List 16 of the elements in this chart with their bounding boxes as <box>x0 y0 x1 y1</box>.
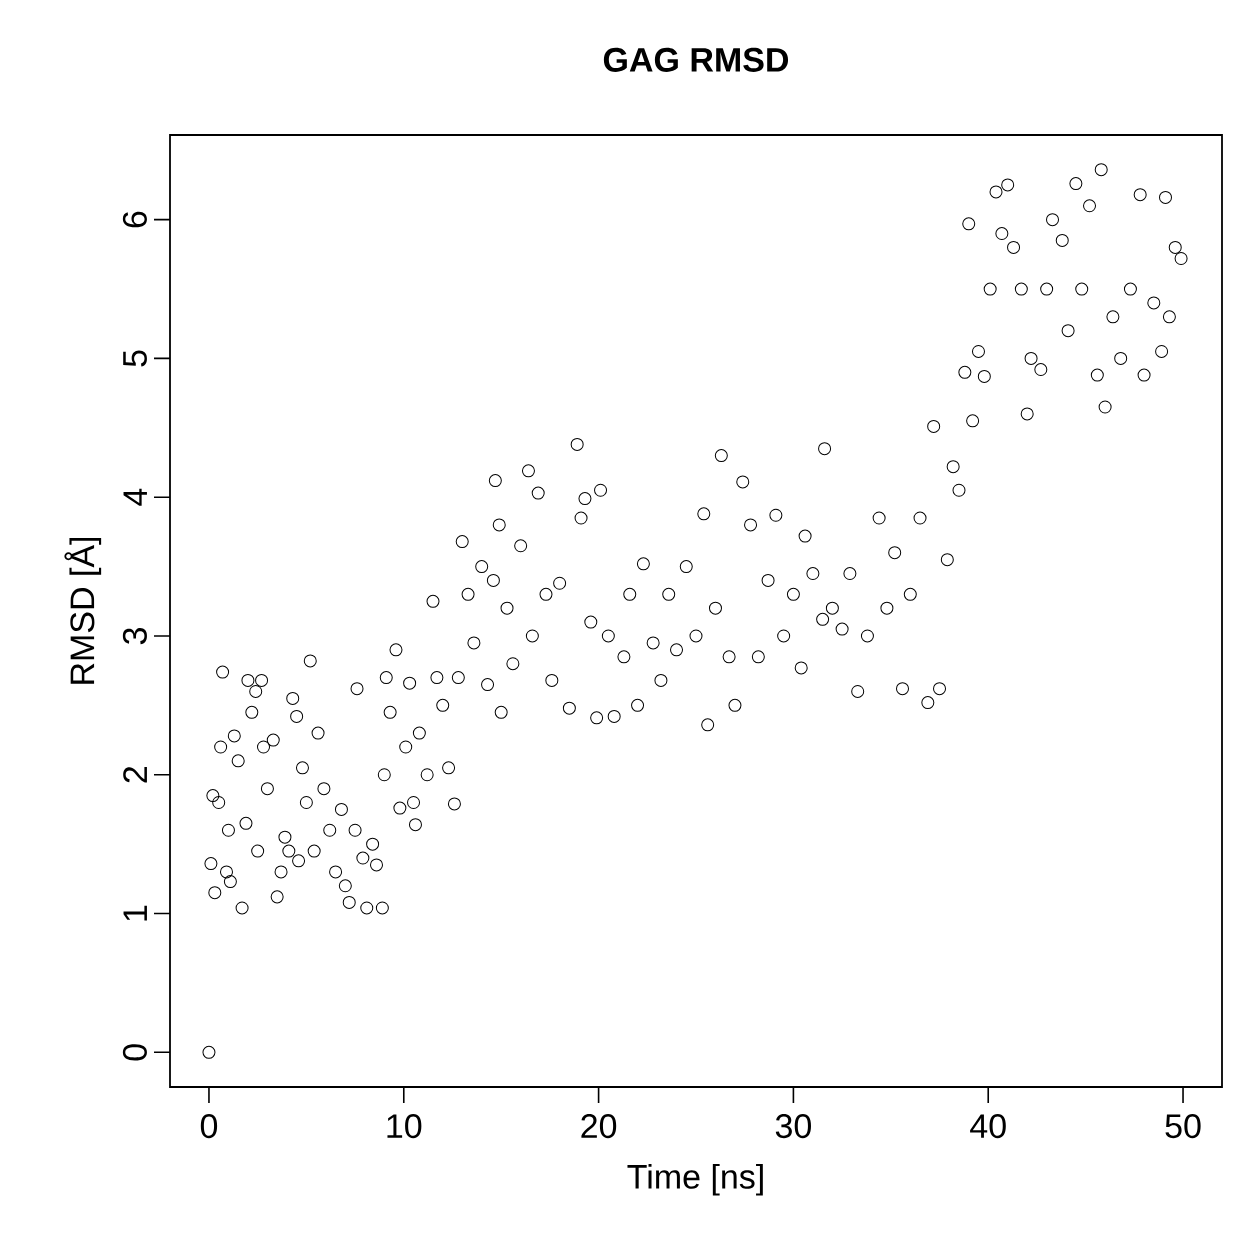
x-tick-label: 40 <box>970 1114 1006 1139</box>
y-tick-label: 0 <box>122 1044 147 1061</box>
x-tick-label: 0 <box>200 1114 218 1139</box>
y-tick-label: 1 <box>123 905 147 921</box>
x-tick-label: 20 <box>581 1114 617 1139</box>
y-axis-title: RMSD [Å] <box>64 537 102 684</box>
x-tick-label: 50 <box>1165 1114 1201 1139</box>
x-tick-label: 10 <box>387 1114 422 1139</box>
chart-title: GAG RMSD <box>603 47 789 72</box>
y-tick-label: 5 <box>123 350 147 367</box>
y-tick-label: 2 <box>123 767 147 783</box>
y-tick-label: 3 <box>122 628 147 645</box>
x-axis-title: Time [ns] <box>627 1163 763 1196</box>
y-tick-label: 6 <box>122 211 147 228</box>
y-tick-label: 4 <box>123 488 147 506</box>
x-tick-label: 30 <box>775 1114 811 1139</box>
